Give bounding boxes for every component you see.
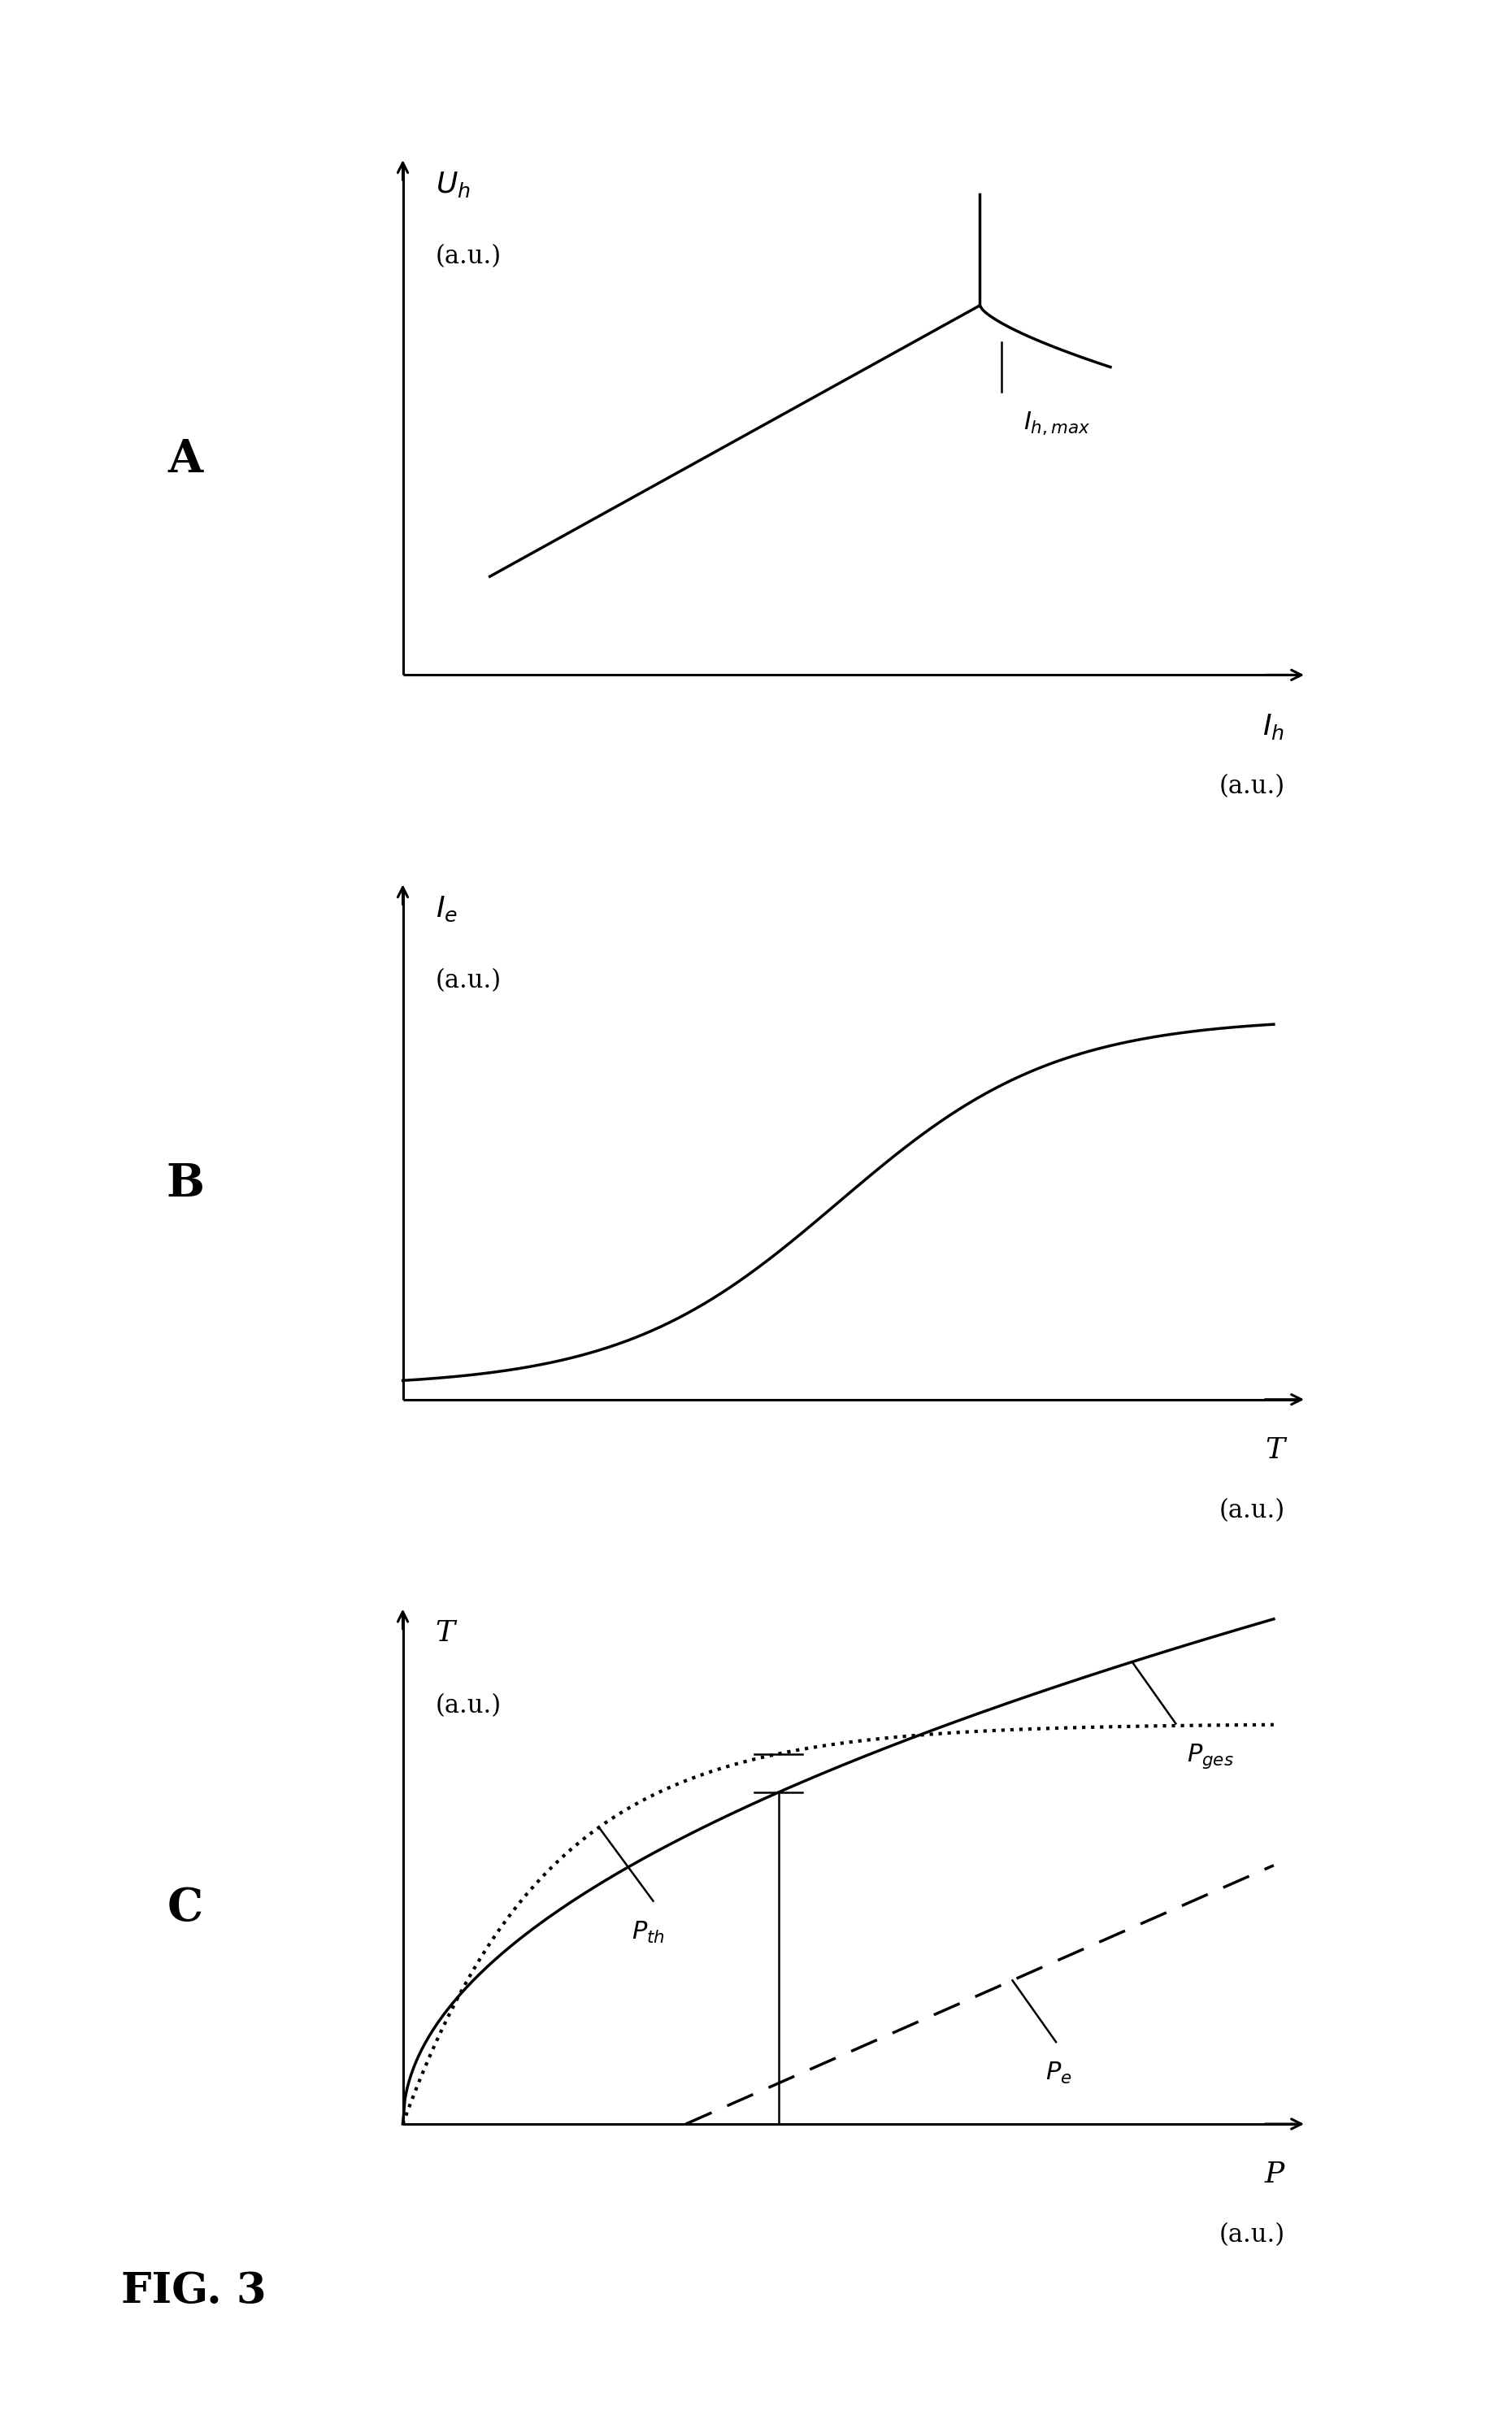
Text: $I_{h,max}$: $I_{h,max}$ <box>1024 411 1090 437</box>
Text: $P_{ges}$: $P_{ges}$ <box>1187 1741 1234 1770</box>
Text: FIG. 3: FIG. 3 <box>121 2270 266 2311</box>
Text: P: P <box>1266 2161 1285 2188</box>
Text: (a.u.): (a.u.) <box>1219 1497 1285 1524</box>
Text: B: B <box>166 1162 204 1208</box>
Text: T: T <box>435 1618 455 1647</box>
Text: $I_h$: $I_h$ <box>1263 712 1285 741</box>
Text: (a.u.): (a.u.) <box>435 1693 502 1717</box>
Text: T: T <box>1266 1437 1285 1463</box>
Text: $P_{th}$: $P_{th}$ <box>632 1920 665 1944</box>
Text: $I_e$: $I_e$ <box>435 894 458 923</box>
Text: A: A <box>168 437 203 483</box>
Text: (a.u.): (a.u.) <box>435 244 502 268</box>
Text: C: C <box>168 1886 203 1932</box>
Text: $P_e$: $P_e$ <box>1045 2060 1072 2087</box>
Text: $U_h$: $U_h$ <box>435 169 470 200</box>
Text: (a.u.): (a.u.) <box>435 968 502 993</box>
Text: (a.u.): (a.u.) <box>1219 2222 1285 2248</box>
Text: (a.u.): (a.u.) <box>1219 773 1285 799</box>
